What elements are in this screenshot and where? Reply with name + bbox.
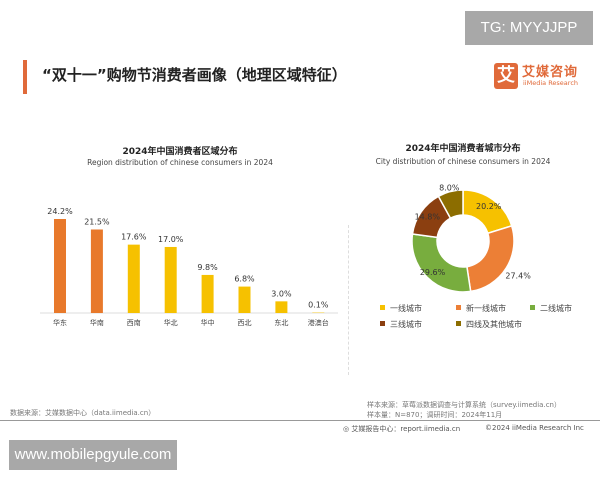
legend-swatch xyxy=(530,305,535,310)
legend-swatch xyxy=(456,305,461,310)
x-tick-label: 华中 xyxy=(201,318,215,327)
logo-mark: 艾 xyxy=(494,63,518,89)
donut-chart-subtitle: City distribution of chinese consumers i… xyxy=(375,157,551,166)
legend-swatch xyxy=(456,321,461,326)
x-tick-label: 东北 xyxy=(274,318,288,327)
bar xyxy=(201,274,214,313)
bar xyxy=(127,244,140,313)
bar xyxy=(275,301,288,313)
divider xyxy=(348,225,349,375)
bar xyxy=(238,286,251,313)
bar-value-label: 17.6% xyxy=(121,233,147,242)
footer-rule xyxy=(0,420,600,421)
sample-size: 样本量：N=870；调研时间：2024年11月 xyxy=(367,411,503,419)
bar-value-label: 21.5% xyxy=(84,217,110,226)
slice-value-label: 20.2% xyxy=(476,202,502,211)
legend-swatch xyxy=(380,305,385,310)
x-tick-label: 港澳台 xyxy=(308,318,329,327)
donut-slice xyxy=(462,189,513,235)
slice-value-label: 29.6% xyxy=(420,268,446,277)
x-tick-label: 华北 xyxy=(164,318,178,327)
x-tick-label: 西北 xyxy=(238,319,252,327)
bar-chart-subtitle: Region distribution of chinese consumers… xyxy=(87,158,273,167)
donut-chart: 20.2% 27.4% 29.6% 14.8% 8.0% 一线城市 新一线城市 二线城市三线城… xyxy=(380,184,572,329)
legend-label: 二线城市 xyxy=(540,303,572,313)
bar xyxy=(90,229,103,313)
donut-chart-title: 2024年中国消费者城市分布 xyxy=(405,144,521,154)
bar xyxy=(164,246,177,313)
title-accent-bar xyxy=(23,60,27,94)
sample-source: 样本来源：草莓派数据调查与计算系统（survey.iimedia.cn） xyxy=(367,401,561,409)
bar-value-label: 6.8% xyxy=(234,275,255,284)
slice-value-label: 14.8% xyxy=(415,212,441,221)
x-tick-label: 西南 xyxy=(127,318,141,327)
bar xyxy=(54,219,66,313)
report-center: ◎ 艾媒报告中心：report.iimedia.cn xyxy=(343,424,460,434)
donut-slice xyxy=(437,189,464,220)
legend-label: 三线城市 xyxy=(390,319,422,329)
bar-value-label: 24.2% xyxy=(47,207,73,216)
donut-slice xyxy=(411,233,472,293)
bar-value-label: 0.1% xyxy=(308,301,329,310)
slice-value-label: 8.0% xyxy=(439,184,460,193)
donut-slice xyxy=(466,224,515,293)
x-tick-label: 华东 xyxy=(53,318,67,327)
copyright: ©2024 iiMedia Research Inc xyxy=(485,424,584,432)
x-tick-label: 华南 xyxy=(90,318,104,327)
watermark-top: TG: MYYJJPP xyxy=(465,11,593,45)
bar-value-label: 9.8% xyxy=(197,263,218,272)
legend-label: 一线城市 xyxy=(390,303,422,313)
data-source: 数据来源：艾媒数据中心（data.iimedia.cn） xyxy=(10,409,156,417)
logo-text: 艾媒咨询 xyxy=(522,65,579,80)
slice-value-label: 27.4% xyxy=(505,271,531,280)
legend-label: 新一线城市 xyxy=(466,303,506,313)
page-title: “双十一”购物节消费者画像（地理区域特征） xyxy=(42,66,347,84)
legend-label: 四线及其他城市 xyxy=(466,319,522,329)
watermark-bottom: www.mobilepgyule.com xyxy=(9,440,177,470)
bar-value-label: 17.0% xyxy=(158,235,184,244)
bar-value-label: 3.0% xyxy=(271,289,292,298)
report-center-text: 艾媒报告中心：report.iimedia.cn xyxy=(351,425,461,433)
logo-subtext: iiMedia Research xyxy=(523,79,579,87)
globe-icon: ◎ xyxy=(343,425,352,433)
bar-chart-title: 2024年中国消费者区域分布 xyxy=(122,147,238,157)
bar-chart: 24.2% 华东 21.5% 华南 17.6% 西南 17.0% 华北 9.8% 华中 6.8% 西北… xyxy=(40,207,338,327)
legend-swatch xyxy=(380,321,385,326)
